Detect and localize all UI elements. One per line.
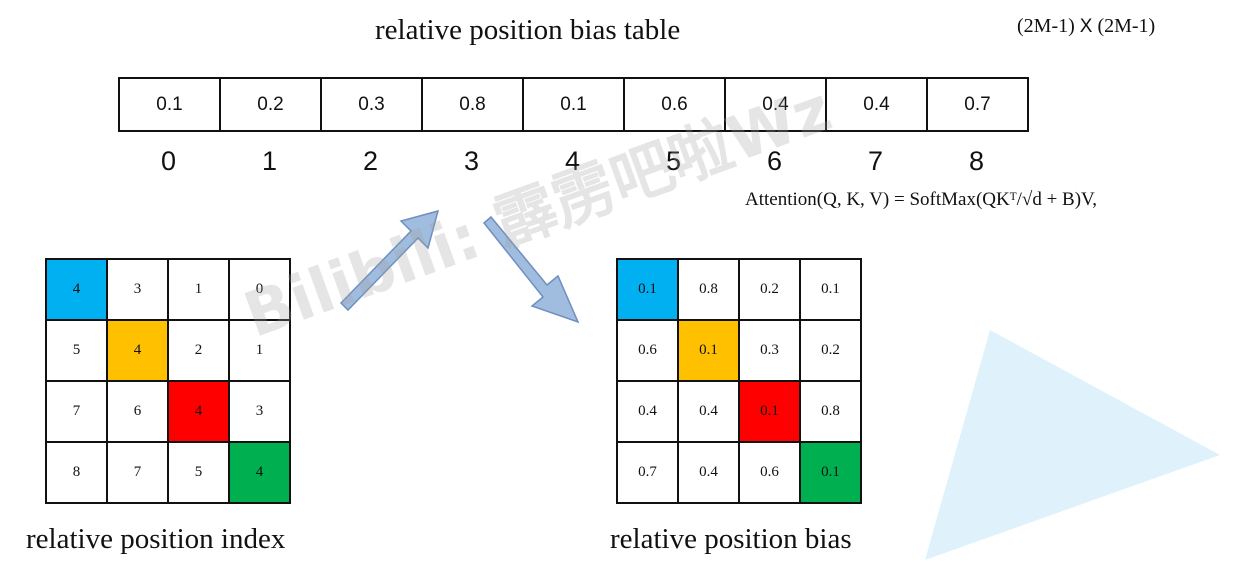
index-matrix-cell: 3 [230,382,291,443]
bias-table-index-label: 0 [160,146,177,176]
index-matrix-cell: 1 [230,321,291,382]
bias-matrix-cell: 0.4 [679,443,740,504]
table-size-label: (2M-1) X (2M-1) [1017,15,1155,38]
index-matrix-cell: 5 [169,443,230,504]
bias-table-cell: 0.1 [120,79,221,130]
bias-table-index-label: 3 [463,146,480,176]
bias-matrix-cell: 0.1 [679,321,740,382]
index-matrix-cell: 4 [230,443,291,504]
bias-matrix-cell: 0.1 [740,382,801,443]
dims-left: (2M-1) [1017,15,1075,37]
bias-table-title: relative position bias table [375,14,681,46]
lookup-arrow-up-icon [339,209,440,312]
bias-table-index-label: 2 [362,146,379,176]
index-matrix-cell: 1 [169,260,230,321]
lookup-arrow-down-icon [482,215,580,324]
bias-table-cell: 0.2 [221,79,322,130]
bias-table-index-label: 1 [261,146,278,176]
index-matrix-cell: 4 [108,321,169,382]
bias-table-cell: 0.3 [322,79,423,130]
index-matrix-cell: 4 [47,260,108,321]
bias-table-cell: 0.4 [827,79,928,130]
dims-right: (2M-1) [1097,15,1156,37]
bias-matrix-cell: 0.6 [618,321,679,382]
bias-table-cell: 0.4 [726,79,827,130]
bias-table-cell: 0.1 [524,79,625,130]
index-matrix-cell: 5 [47,321,108,382]
bias-matrix-cell: 0.4 [679,382,740,443]
bias-matrix-cell: 0.1 [801,443,862,504]
index-matrix-cell: 7 [108,443,169,504]
bias-table-cell: 0.8 [423,79,524,130]
bias-table-cell: 0.7 [964,93,991,115]
bias-table-index-label: 7 [867,146,884,176]
bias-table-index-label: 5 [665,146,682,176]
index-matrix-cell: 2 [169,321,230,382]
bias-matrix-cell: 0.4 [618,382,679,443]
relative-position-bias-matrix: 0.1 0.8 0.2 0.1 0.6 0.1 0.3 0.2 0.4 0.4 0.1 0.8 0.7 0… [616,258,862,504]
dims-times: X [1079,16,1093,37]
bias-matrix-cell: 0.1 [801,260,862,321]
index-matrix-cell: 8 [47,443,108,504]
relative-position-bias-caption: relative position bias [610,523,852,555]
index-matrix-cell: 3 [108,260,169,321]
bias-table-index-label: 6 [766,146,783,176]
index-matrix-cell: 4 [169,382,230,443]
bias-matrix-cell: 0.3 [740,321,801,382]
bias-table-index-row: 0 1 2 3 4 5 6 7 8 [118,146,1027,177]
bias-matrix-cell: 0.1 [618,260,679,321]
relative-position-bias-table: 0.1 0.2 0.3 0.8 0.1 0.6 0.4 0.4 0.7 [118,77,1029,132]
bias-matrix-cell: 0.8 [679,260,740,321]
bias-matrix-cell: 0.8 [801,382,862,443]
bias-matrix-cell: 0.7 [618,443,679,504]
bias-matrix-cell: 0.2 [801,321,862,382]
bias-table-index-label: 8 [968,146,985,176]
index-matrix-cell: 0 [230,260,291,321]
bias-matrix-cell: 0.6 [740,443,801,504]
index-matrix-cell: 7 [47,382,108,443]
index-matrix-cell: 6 [108,382,169,443]
bias-table-index-label: 4 [564,146,581,176]
bias-matrix-cell: 0.2 [740,260,801,321]
attention-formula: Attention(Q, K, V) = SoftMax(QKᵀ/√d + B)… [745,189,1098,210]
bias-table-cell: 0.6 [625,79,726,130]
relative-position-index-caption: relative position index [26,523,286,555]
